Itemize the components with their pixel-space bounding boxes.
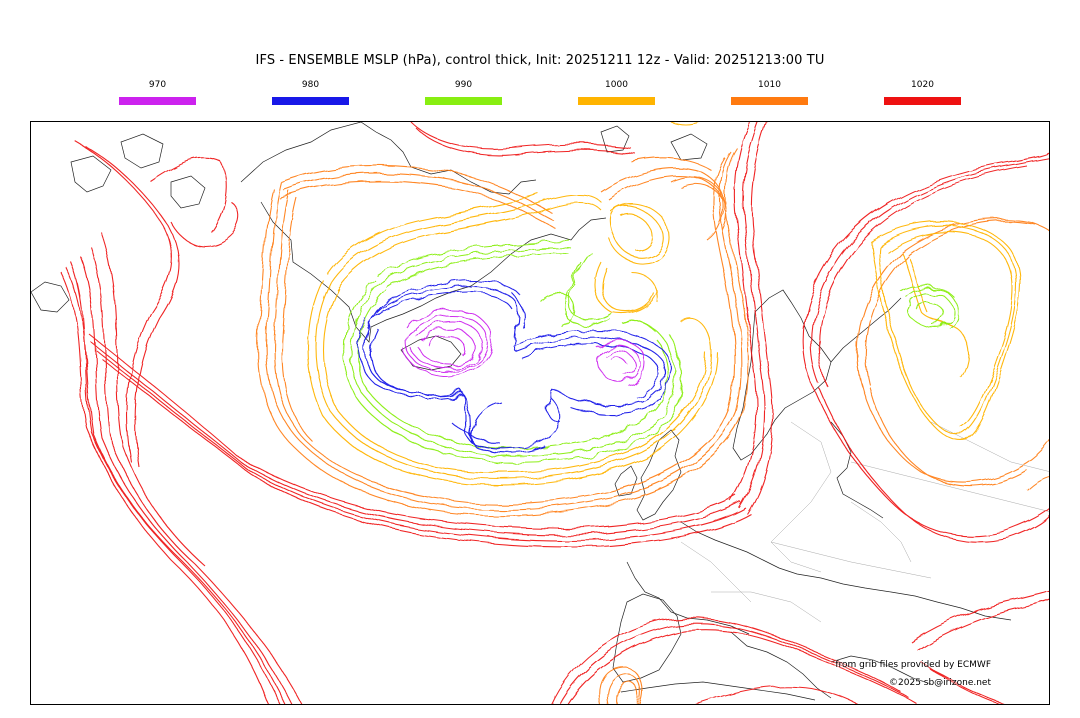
legend-item-1010: 1010 (731, 80, 808, 105)
isobar-990 (343, 240, 959, 463)
legend-item-1000: 1000 (578, 80, 655, 105)
isobar-1020 (60, 122, 1049, 704)
map-frame: from grib files provided by ECMWF ©2025 … (30, 121, 1050, 705)
isobar-legend: 970 980 990 1000 1010 1020 (0, 80, 1080, 112)
legend-label: 990 (454, 80, 473, 90)
copyright-credit: ©2025 sb@irizone.net (889, 678, 991, 688)
data-provider-credit: from grib files provided by ECMWF (835, 660, 991, 670)
legend-label: 970 (148, 80, 167, 90)
legend-item-980: 980 (272, 80, 349, 105)
legend-label: 1020 (911, 80, 934, 90)
legend-swatch (731, 97, 808, 105)
legend-item-990: 990 (425, 80, 502, 105)
legend-label: 1000 (605, 80, 628, 90)
legend-label: 1010 (758, 80, 781, 90)
isobar-1010 (257, 147, 1049, 704)
legend-item-1020: 1020 (884, 80, 961, 105)
legend-swatch (425, 97, 502, 105)
legend-swatch (272, 97, 349, 105)
legend-label: 980 (301, 80, 320, 90)
legend-swatch (578, 97, 655, 105)
isobar-map (31, 122, 1049, 704)
isobar-980 (357, 279, 672, 454)
legend-swatch (119, 97, 196, 105)
isobar-970 (402, 309, 645, 387)
legend-swatch (884, 97, 961, 105)
coastlines (31, 122, 1012, 701)
legend-item-970: 970 (119, 80, 196, 105)
isobar-1000 (307, 122, 1022, 486)
country-borders (680, 421, 1049, 623)
chart-title: IFS - ENSEMBLE MSLP (hPa), control thick… (255, 53, 825, 68)
